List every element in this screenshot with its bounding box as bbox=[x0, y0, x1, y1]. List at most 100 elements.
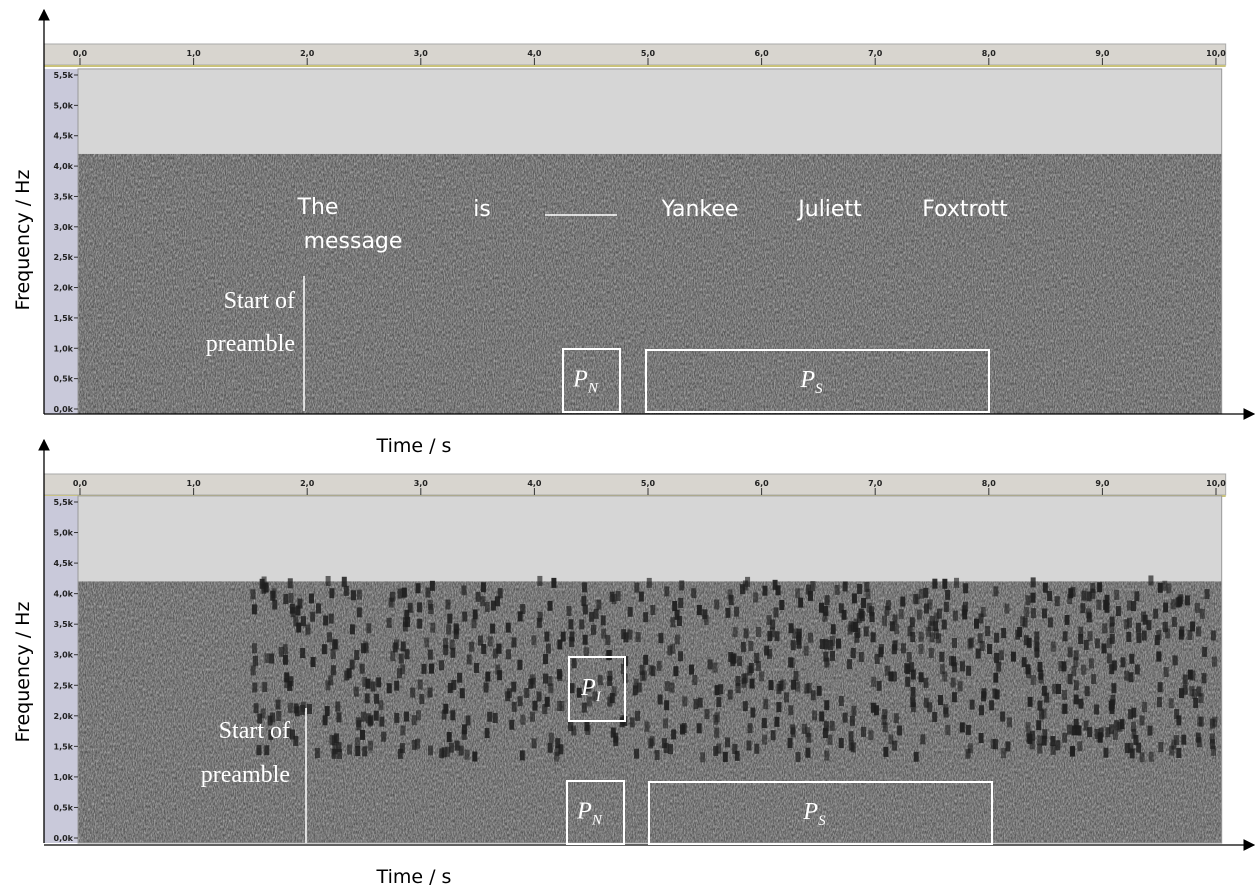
texture bbox=[1036, 720, 1041, 730]
texture bbox=[1169, 746, 1174, 756]
texture bbox=[371, 682, 376, 692]
word-annotation: message bbox=[304, 229, 403, 254]
texture bbox=[918, 644, 923, 654]
texture bbox=[979, 733, 984, 743]
texture bbox=[428, 650, 433, 660]
texture bbox=[671, 729, 676, 739]
texture bbox=[1136, 623, 1141, 633]
texture bbox=[1042, 686, 1047, 696]
texture bbox=[530, 712, 535, 722]
texture bbox=[507, 688, 512, 698]
texture bbox=[811, 690, 816, 700]
texture bbox=[1163, 602, 1168, 612]
texture bbox=[1001, 628, 1006, 638]
y-axis-label: Frequency / Hz bbox=[12, 170, 34, 311]
texture bbox=[269, 653, 274, 663]
texture bbox=[1088, 631, 1093, 641]
texture bbox=[804, 646, 809, 656]
texture bbox=[557, 640, 562, 650]
texture bbox=[262, 682, 267, 692]
y-tick-label: 1,5k bbox=[54, 742, 74, 751]
texture bbox=[882, 616, 887, 626]
texture bbox=[729, 595, 734, 605]
texture bbox=[779, 600, 784, 610]
texture bbox=[712, 662, 717, 672]
texture bbox=[532, 738, 537, 748]
texture bbox=[566, 606, 571, 616]
texture bbox=[416, 710, 421, 720]
texture bbox=[572, 658, 577, 668]
texture bbox=[648, 738, 653, 748]
texture bbox=[658, 633, 663, 643]
texture bbox=[462, 724, 467, 734]
high-band bbox=[78, 69, 1222, 154]
texture bbox=[910, 697, 915, 707]
texture bbox=[675, 610, 680, 620]
preamble-label: Start of bbox=[219, 718, 290, 744]
texture bbox=[538, 612, 543, 622]
texture bbox=[1190, 671, 1195, 681]
texture bbox=[568, 721, 573, 731]
texture bbox=[376, 677, 381, 687]
texture bbox=[1185, 595, 1190, 605]
texture bbox=[583, 604, 588, 614]
word-annotation: Foxtrott bbox=[922, 197, 1008, 222]
texture bbox=[704, 615, 709, 625]
texture bbox=[679, 580, 684, 590]
texture bbox=[1074, 680, 1079, 690]
texture bbox=[252, 643, 257, 653]
texture bbox=[487, 712, 492, 722]
texture bbox=[289, 593, 294, 603]
texture bbox=[890, 621, 895, 631]
texture bbox=[937, 609, 942, 619]
texture bbox=[520, 604, 525, 614]
texture bbox=[798, 598, 803, 608]
texture bbox=[794, 671, 799, 681]
texture bbox=[1078, 627, 1083, 637]
texture bbox=[733, 627, 738, 637]
texture bbox=[1197, 737, 1202, 747]
texture bbox=[1055, 740, 1060, 750]
texture bbox=[264, 653, 269, 663]
texture bbox=[763, 699, 768, 709]
texture bbox=[993, 673, 998, 683]
texture bbox=[993, 586, 998, 596]
y-tick-label: 2,5k bbox=[54, 253, 74, 262]
y-tick-label: 1,0k bbox=[54, 344, 74, 353]
texture bbox=[1129, 654, 1134, 664]
texture bbox=[1157, 697, 1162, 707]
texture bbox=[428, 746, 433, 756]
texture bbox=[884, 606, 889, 616]
texture bbox=[810, 581, 815, 591]
texture bbox=[485, 602, 490, 612]
texture bbox=[325, 706, 330, 716]
texture bbox=[1030, 593, 1035, 603]
texture bbox=[450, 648, 455, 658]
texture bbox=[1039, 673, 1044, 683]
texture bbox=[1005, 741, 1010, 751]
texture bbox=[1027, 638, 1032, 648]
texture bbox=[1211, 746, 1216, 756]
texture bbox=[1025, 722, 1030, 732]
texture bbox=[995, 689, 1000, 699]
texture bbox=[307, 704, 312, 714]
texture bbox=[1067, 725, 1072, 735]
texture bbox=[929, 648, 934, 658]
texture bbox=[305, 625, 310, 635]
texture bbox=[357, 590, 362, 600]
texture bbox=[329, 588, 334, 598]
texture bbox=[859, 652, 864, 662]
texture bbox=[790, 658, 795, 668]
x-axis-label: Time / s bbox=[376, 435, 452, 457]
texture bbox=[951, 656, 956, 666]
texture bbox=[579, 619, 584, 629]
texture bbox=[634, 749, 639, 759]
texture bbox=[350, 660, 355, 670]
texture bbox=[924, 604, 929, 614]
texture bbox=[366, 713, 371, 723]
texture bbox=[1050, 736, 1055, 746]
texture bbox=[795, 588, 800, 598]
texture bbox=[412, 715, 417, 725]
texture bbox=[905, 677, 910, 687]
texture bbox=[1125, 743, 1130, 753]
